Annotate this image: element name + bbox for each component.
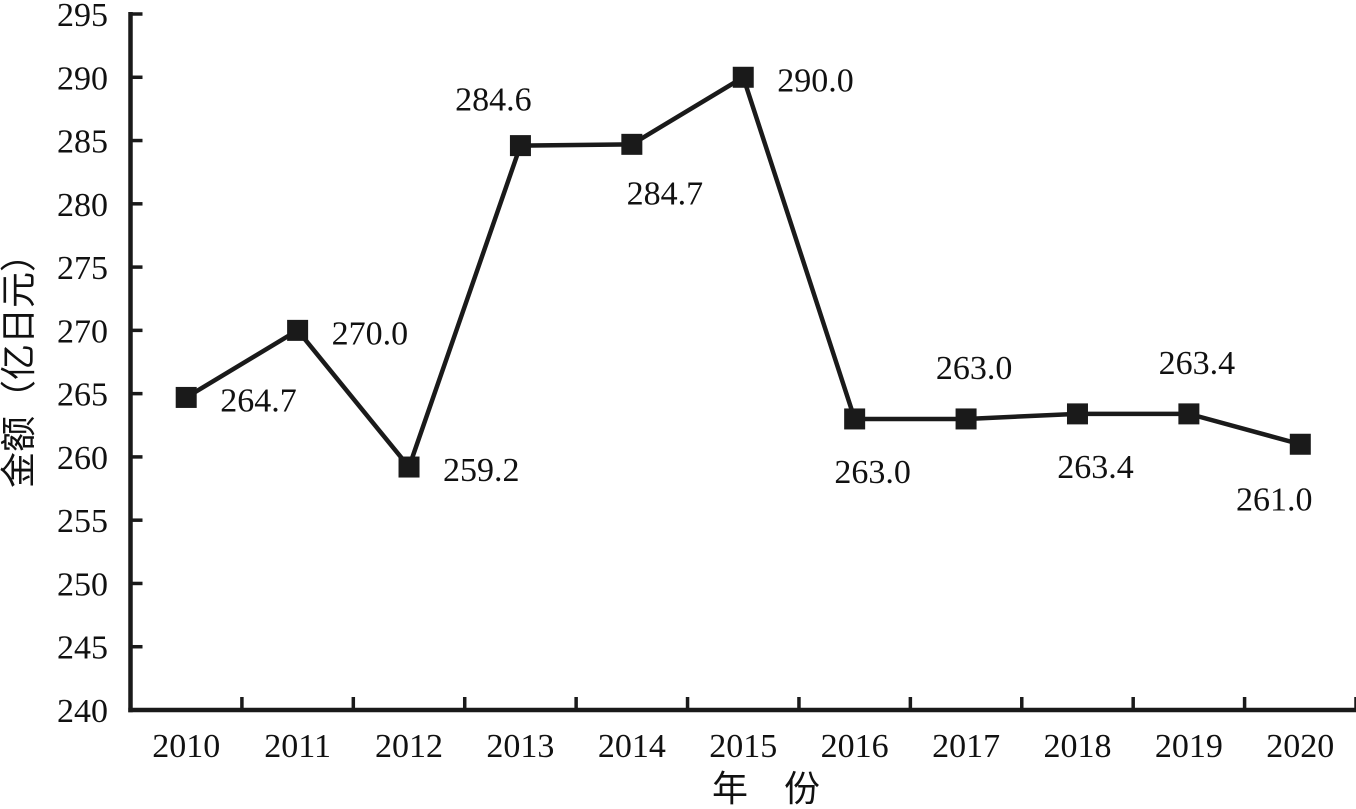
x-axis-year-label: 2017 — [932, 728, 1000, 765]
y-axis-tick-label: 240 — [57, 693, 108, 730]
y-axis: 240 245 250 255 260 265 270 275 280 285 290 295 — [57, 0, 143, 730]
data-label-2020: 261.0 — [1236, 481, 1313, 518]
x-axis-year-label: 2010 — [152, 728, 220, 765]
x-axis-year-label: 2016 — [821, 728, 889, 765]
x-axis-year-label: 2020 — [1266, 728, 1334, 765]
y-axis-tick-label: 290 — [57, 60, 108, 97]
data-point-marker-2010 — [175, 386, 197, 408]
x-axis-year-label: 2011 — [264, 728, 331, 765]
y-axis-tick-label: 280 — [57, 187, 108, 224]
y-axis-tick-label: 270 — [57, 313, 108, 350]
data-label-2012: 259.2 — [443, 452, 519, 489]
x-axis-year-label: 2013 — [486, 728, 554, 765]
y-axis-tick-label: 265 — [57, 377, 108, 414]
data-label-2015: 290.0 — [777, 62, 854, 99]
y-axis-tick-label: 295 — [57, 0, 108, 34]
data-point-marker-2020 — [1289, 433, 1311, 455]
y-axis-tick-label: 275 — [57, 250, 108, 287]
x-axis-year-label: 2018 — [1043, 728, 1111, 765]
y-axis-tick-label: 245 — [57, 630, 108, 667]
data-label-2010: 264.7 — [220, 382, 296, 419]
data-label-2019: 263.4 — [1159, 345, 1236, 382]
data-label-2011: 270.0 — [332, 315, 409, 352]
data-point-marker-2018 — [1066, 403, 1088, 425]
y-axis-tick-label: 255 — [57, 503, 108, 540]
data-point-marker-2014 — [621, 133, 643, 155]
y-axis-title: 金额（亿日元） — [0, 236, 39, 488]
data-label-2016: 263.0 — [834, 454, 911, 491]
data-point-marker-2017 — [955, 408, 977, 430]
data-line — [185, 73, 1301, 472]
y-axis-tick-label: 285 — [57, 124, 108, 161]
data-point-marker-2015 — [732, 66, 754, 88]
x-axis-year-label: 2014 — [598, 728, 666, 765]
data-series — [175, 66, 1311, 478]
y-axis-tick-label: 260 — [57, 440, 108, 477]
y-axis-tick-label: 250 — [57, 566, 108, 603]
data-label-2018: 263.4 — [1057, 449, 1134, 486]
data-point-marker-2016 — [844, 408, 866, 430]
data-label-2014: 284.7 — [627, 175, 704, 212]
data-point-labels: 264.7 270.0 259.2 284.6 284.7 290.0 263.0 263.0… — [220, 62, 1312, 518]
data-label-2013: 284.6 — [455, 82, 532, 119]
data-label-2017: 263.0 — [936, 350, 1013, 387]
data-point-marker-2019 — [1178, 403, 1200, 425]
data-point-marker-2012 — [398, 456, 420, 478]
x-axis-year-label: 2019 — [1155, 728, 1223, 765]
x-axis-title: 年 份 — [712, 769, 820, 809]
x-axis-year-label: 2012 — [375, 728, 443, 765]
x-axis-year-label: 2015 — [709, 728, 777, 765]
x-axis: 2010 2011 2012 2013 2014 2015 2016 2017 2018 2019… — [128, 697, 1356, 765]
data-point-marker-2013 — [509, 135, 531, 157]
data-point-marker-2011 — [287, 319, 309, 341]
